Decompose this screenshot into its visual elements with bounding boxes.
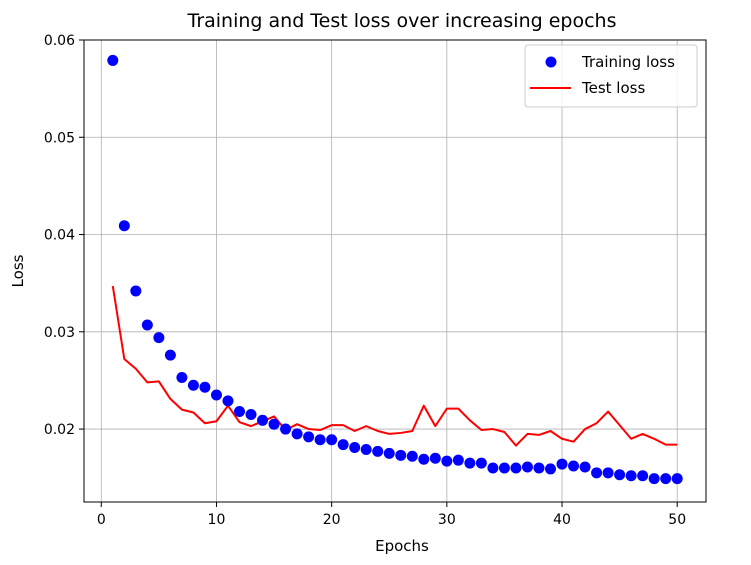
training-loss-point — [176, 372, 188, 384]
training-loss-point — [234, 406, 245, 418]
training-loss-point — [533, 462, 545, 474]
training-loss-point — [418, 453, 430, 465]
training-loss-point — [441, 455, 453, 467]
training-loss-point — [118, 220, 130, 232]
training-loss-point — [464, 457, 476, 469]
training-loss-point — [187, 379, 199, 391]
training-loss-point — [257, 414, 269, 426]
y-tick-label: 0.04 — [44, 228, 75, 244]
training-loss-point — [349, 442, 361, 454]
x-tick-label: 30 — [438, 512, 456, 528]
legend-training-marker — [545, 56, 557, 68]
y-axis-label: Loss — [9, 254, 27, 287]
training-loss-point — [579, 461, 591, 473]
training-loss-point — [510, 462, 522, 474]
x-axis-label: Epochs — [375, 537, 429, 555]
training-loss-point — [429, 452, 441, 464]
training-loss-point — [406, 450, 418, 462]
training-loss-point — [291, 428, 303, 440]
training-loss-point — [337, 439, 349, 451]
training-loss-point — [153, 332, 165, 344]
training-loss-point — [671, 473, 683, 485]
x-tick-label: 50 — [668, 512, 686, 528]
training-loss-point — [360, 443, 372, 455]
legend: Training loss Test loss — [524, 44, 698, 108]
training-loss-point — [568, 460, 580, 472]
legend-training-label: Training loss — [581, 53, 675, 71]
training-loss-point — [268, 418, 280, 430]
training-loss-point — [602, 467, 614, 479]
training-loss-point — [199, 381, 211, 393]
training-loss-point — [498, 462, 510, 474]
y-tick-label: 0.02 — [44, 422, 75, 438]
training-loss-point — [648, 473, 660, 485]
training-loss-point — [395, 449, 407, 461]
training-loss-point — [141, 319, 153, 331]
training-loss-point — [637, 470, 649, 482]
legend-test-label: Test loss — [581, 79, 645, 97]
training-loss-point — [521, 461, 533, 473]
training-loss-point — [614, 469, 626, 481]
x-tick-label: 0 — [97, 512, 106, 528]
y-tick-label: 0.03 — [44, 325, 75, 341]
y-tick-label: 0.06 — [44, 33, 75, 49]
training-loss-point — [487, 462, 499, 474]
training-loss-point — [130, 285, 142, 297]
training-loss-point — [210, 389, 222, 401]
training-loss-point — [625, 470, 637, 482]
training-loss-point — [314, 434, 326, 446]
training-loss-point — [556, 458, 568, 470]
x-tick-label: 10 — [208, 512, 226, 528]
training-loss-point — [452, 454, 464, 466]
plot-data — [107, 54, 683, 485]
training-loss-point — [164, 349, 176, 361]
training-loss-point — [245, 408, 257, 420]
training-loss-point — [326, 434, 338, 446]
training-loss-point — [107, 54, 119, 66]
training-loss-point — [222, 395, 234, 407]
training-loss-point — [303, 431, 315, 443]
training-loss-point — [545, 463, 556, 475]
training-loss-point — [660, 473, 672, 485]
ticks: 0 10 20 30 40 50 0.02 0.03 0.04 0.05 0.06 — [44, 33, 686, 528]
training-loss-point — [475, 457, 487, 469]
legend-box — [524, 44, 698, 108]
training-loss-point — [591, 467, 603, 479]
plot-frame — [83, 39, 707, 503]
test-loss-line — [111, 285, 678, 447]
chart-title: Training and Test loss over increasing e… — [187, 10, 617, 32]
x-tick-label: 40 — [553, 512, 571, 528]
training-loss-point — [383, 447, 395, 459]
x-tick-label: 20 — [323, 512, 341, 528]
training-loss-point — [280, 423, 292, 435]
training-loss-point — [372, 445, 384, 457]
y-tick-label: 0.05 — [44, 130, 75, 146]
